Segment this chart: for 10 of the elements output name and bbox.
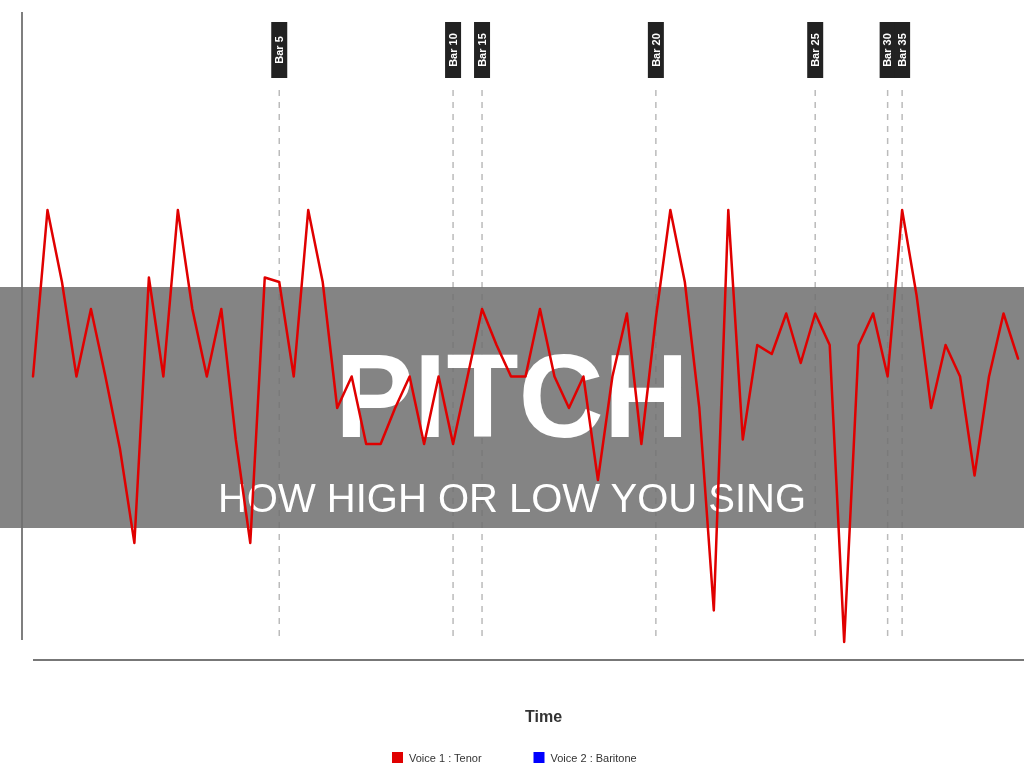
x-tick-label: Bar 15: [475, 33, 488, 67]
x-tick-label: Bar 30: [881, 33, 894, 67]
legend-label: Voice 2 : Baritone: [550, 752, 637, 764]
x-tick-label: Bar 35: [895, 33, 908, 67]
legend-label: Voice 1 : Tenor: [409, 752, 482, 764]
x-axis-title: Time: [524, 708, 563, 725]
x-tick-label: Bar 25: [809, 33, 822, 67]
x-tick-label: Bar 20: [649, 33, 662, 67]
x-tick-label: Bar 10: [446, 33, 459, 67]
x-tick-label: Bar 5: [273, 36, 286, 64]
